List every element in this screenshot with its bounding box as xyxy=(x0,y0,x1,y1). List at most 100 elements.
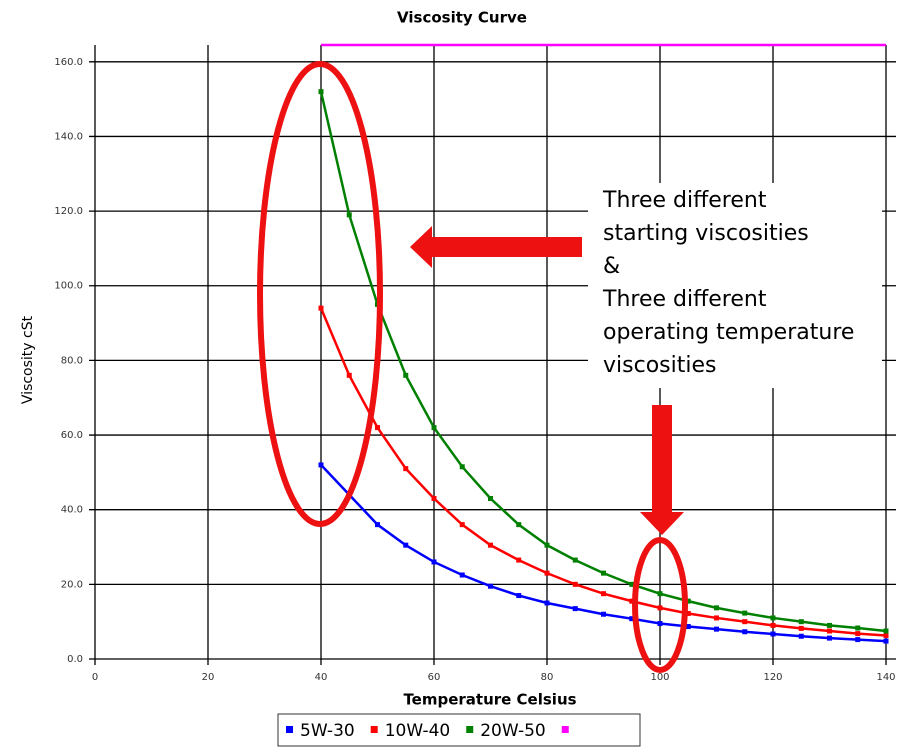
point xyxy=(883,628,889,634)
arrow-down xyxy=(640,405,684,535)
point xyxy=(318,305,324,311)
point xyxy=(827,635,832,641)
y-tick-label: 160.0 xyxy=(54,57,83,68)
y-axis-label: Viscosity cSt xyxy=(20,315,36,404)
y-tick-label: 80.0 xyxy=(61,355,83,366)
annotation-text: & xyxy=(603,254,620,279)
point xyxy=(459,464,465,470)
point xyxy=(403,466,409,472)
point xyxy=(657,605,663,611)
point xyxy=(629,598,635,604)
point xyxy=(375,425,380,431)
annotation-text: starting viscosities xyxy=(603,221,809,246)
y-tick-label: 20.0 xyxy=(61,579,83,590)
point xyxy=(431,559,437,565)
point xyxy=(488,542,493,548)
annotation-box xyxy=(588,183,882,388)
point xyxy=(346,372,352,378)
legend xyxy=(277,713,641,747)
y-tick-label: 100.0 xyxy=(54,281,83,292)
point xyxy=(459,522,465,528)
legend-label: 10W-40 xyxy=(385,721,451,741)
x-tick-label: 0 xyxy=(92,672,98,683)
highlights xyxy=(257,61,688,673)
legend-items: 5W-30 10W-40 20W-50 xyxy=(286,721,569,741)
x-tick-label: 80 xyxy=(541,672,554,683)
plot-lines xyxy=(318,43,889,644)
x-tick-label: 100 xyxy=(650,672,669,683)
point xyxy=(572,606,578,612)
point xyxy=(516,557,522,563)
point xyxy=(516,522,522,528)
point xyxy=(742,610,748,616)
x-tick-label: 140 xyxy=(876,672,895,683)
point xyxy=(742,629,748,635)
annotation-text: Three different xyxy=(602,287,767,312)
point xyxy=(544,600,550,606)
x-tick-label: 40 xyxy=(315,672,328,683)
point xyxy=(488,496,493,502)
y-tick-label: 0.0 xyxy=(67,654,83,665)
point xyxy=(544,570,550,576)
point xyxy=(798,633,804,639)
point xyxy=(318,89,324,95)
point xyxy=(403,372,409,378)
point xyxy=(855,637,861,643)
point xyxy=(601,570,606,576)
point xyxy=(770,622,776,628)
x-tick-label: 60 xyxy=(428,672,441,683)
y-tick-label: 60.0 xyxy=(61,430,83,441)
grid: 0.0 20.0 40.0 60.0 80.0 100.0 120.0 140.0 160.0 0… xyxy=(54,45,896,683)
point xyxy=(827,628,832,634)
point xyxy=(544,542,550,548)
point xyxy=(883,638,889,644)
legend-label: 5W-30 xyxy=(300,721,355,741)
legend-swatch xyxy=(561,726,569,733)
x-tick-label: 120 xyxy=(763,672,782,683)
point xyxy=(516,593,522,599)
point xyxy=(770,631,776,637)
x-axis-label: Temperature Celsius xyxy=(403,691,576,709)
point xyxy=(403,542,409,548)
point xyxy=(431,425,437,431)
y-tick-label: 140.0 xyxy=(54,131,83,142)
highlight-ellipse xyxy=(632,537,688,673)
point xyxy=(714,605,719,611)
point xyxy=(629,616,635,622)
point xyxy=(827,622,832,628)
chart-title: Viscosity Curve xyxy=(397,9,527,27)
point xyxy=(572,581,578,587)
point xyxy=(375,522,380,528)
point xyxy=(855,631,861,637)
point xyxy=(346,212,352,218)
point xyxy=(798,625,804,631)
point xyxy=(459,572,465,578)
legend-label: 20W-50 xyxy=(480,721,546,741)
legend-swatch xyxy=(370,726,378,733)
y-tick-label: 40.0 xyxy=(61,505,83,516)
annotation-text: Three different xyxy=(602,188,767,213)
annotation-text: viscosities xyxy=(603,353,716,378)
point xyxy=(685,610,691,616)
point xyxy=(431,496,437,502)
point xyxy=(629,581,635,587)
legend-swatch xyxy=(286,726,293,733)
point xyxy=(657,591,663,597)
point xyxy=(714,626,719,632)
point xyxy=(685,598,691,604)
point xyxy=(714,615,719,621)
point xyxy=(601,591,606,597)
point xyxy=(657,621,663,627)
point xyxy=(318,462,324,468)
point xyxy=(572,557,578,563)
arrow-left xyxy=(410,226,582,268)
point xyxy=(883,632,889,638)
point xyxy=(770,615,776,621)
annotation-text: operating temperature xyxy=(603,320,854,345)
annotation: Three different starting viscosities & Thre… xyxy=(602,188,854,378)
legend-swatch xyxy=(466,726,474,733)
highlight-ellipse xyxy=(257,61,383,527)
y-tick-label: 120.0 xyxy=(54,206,83,217)
point xyxy=(742,619,748,625)
